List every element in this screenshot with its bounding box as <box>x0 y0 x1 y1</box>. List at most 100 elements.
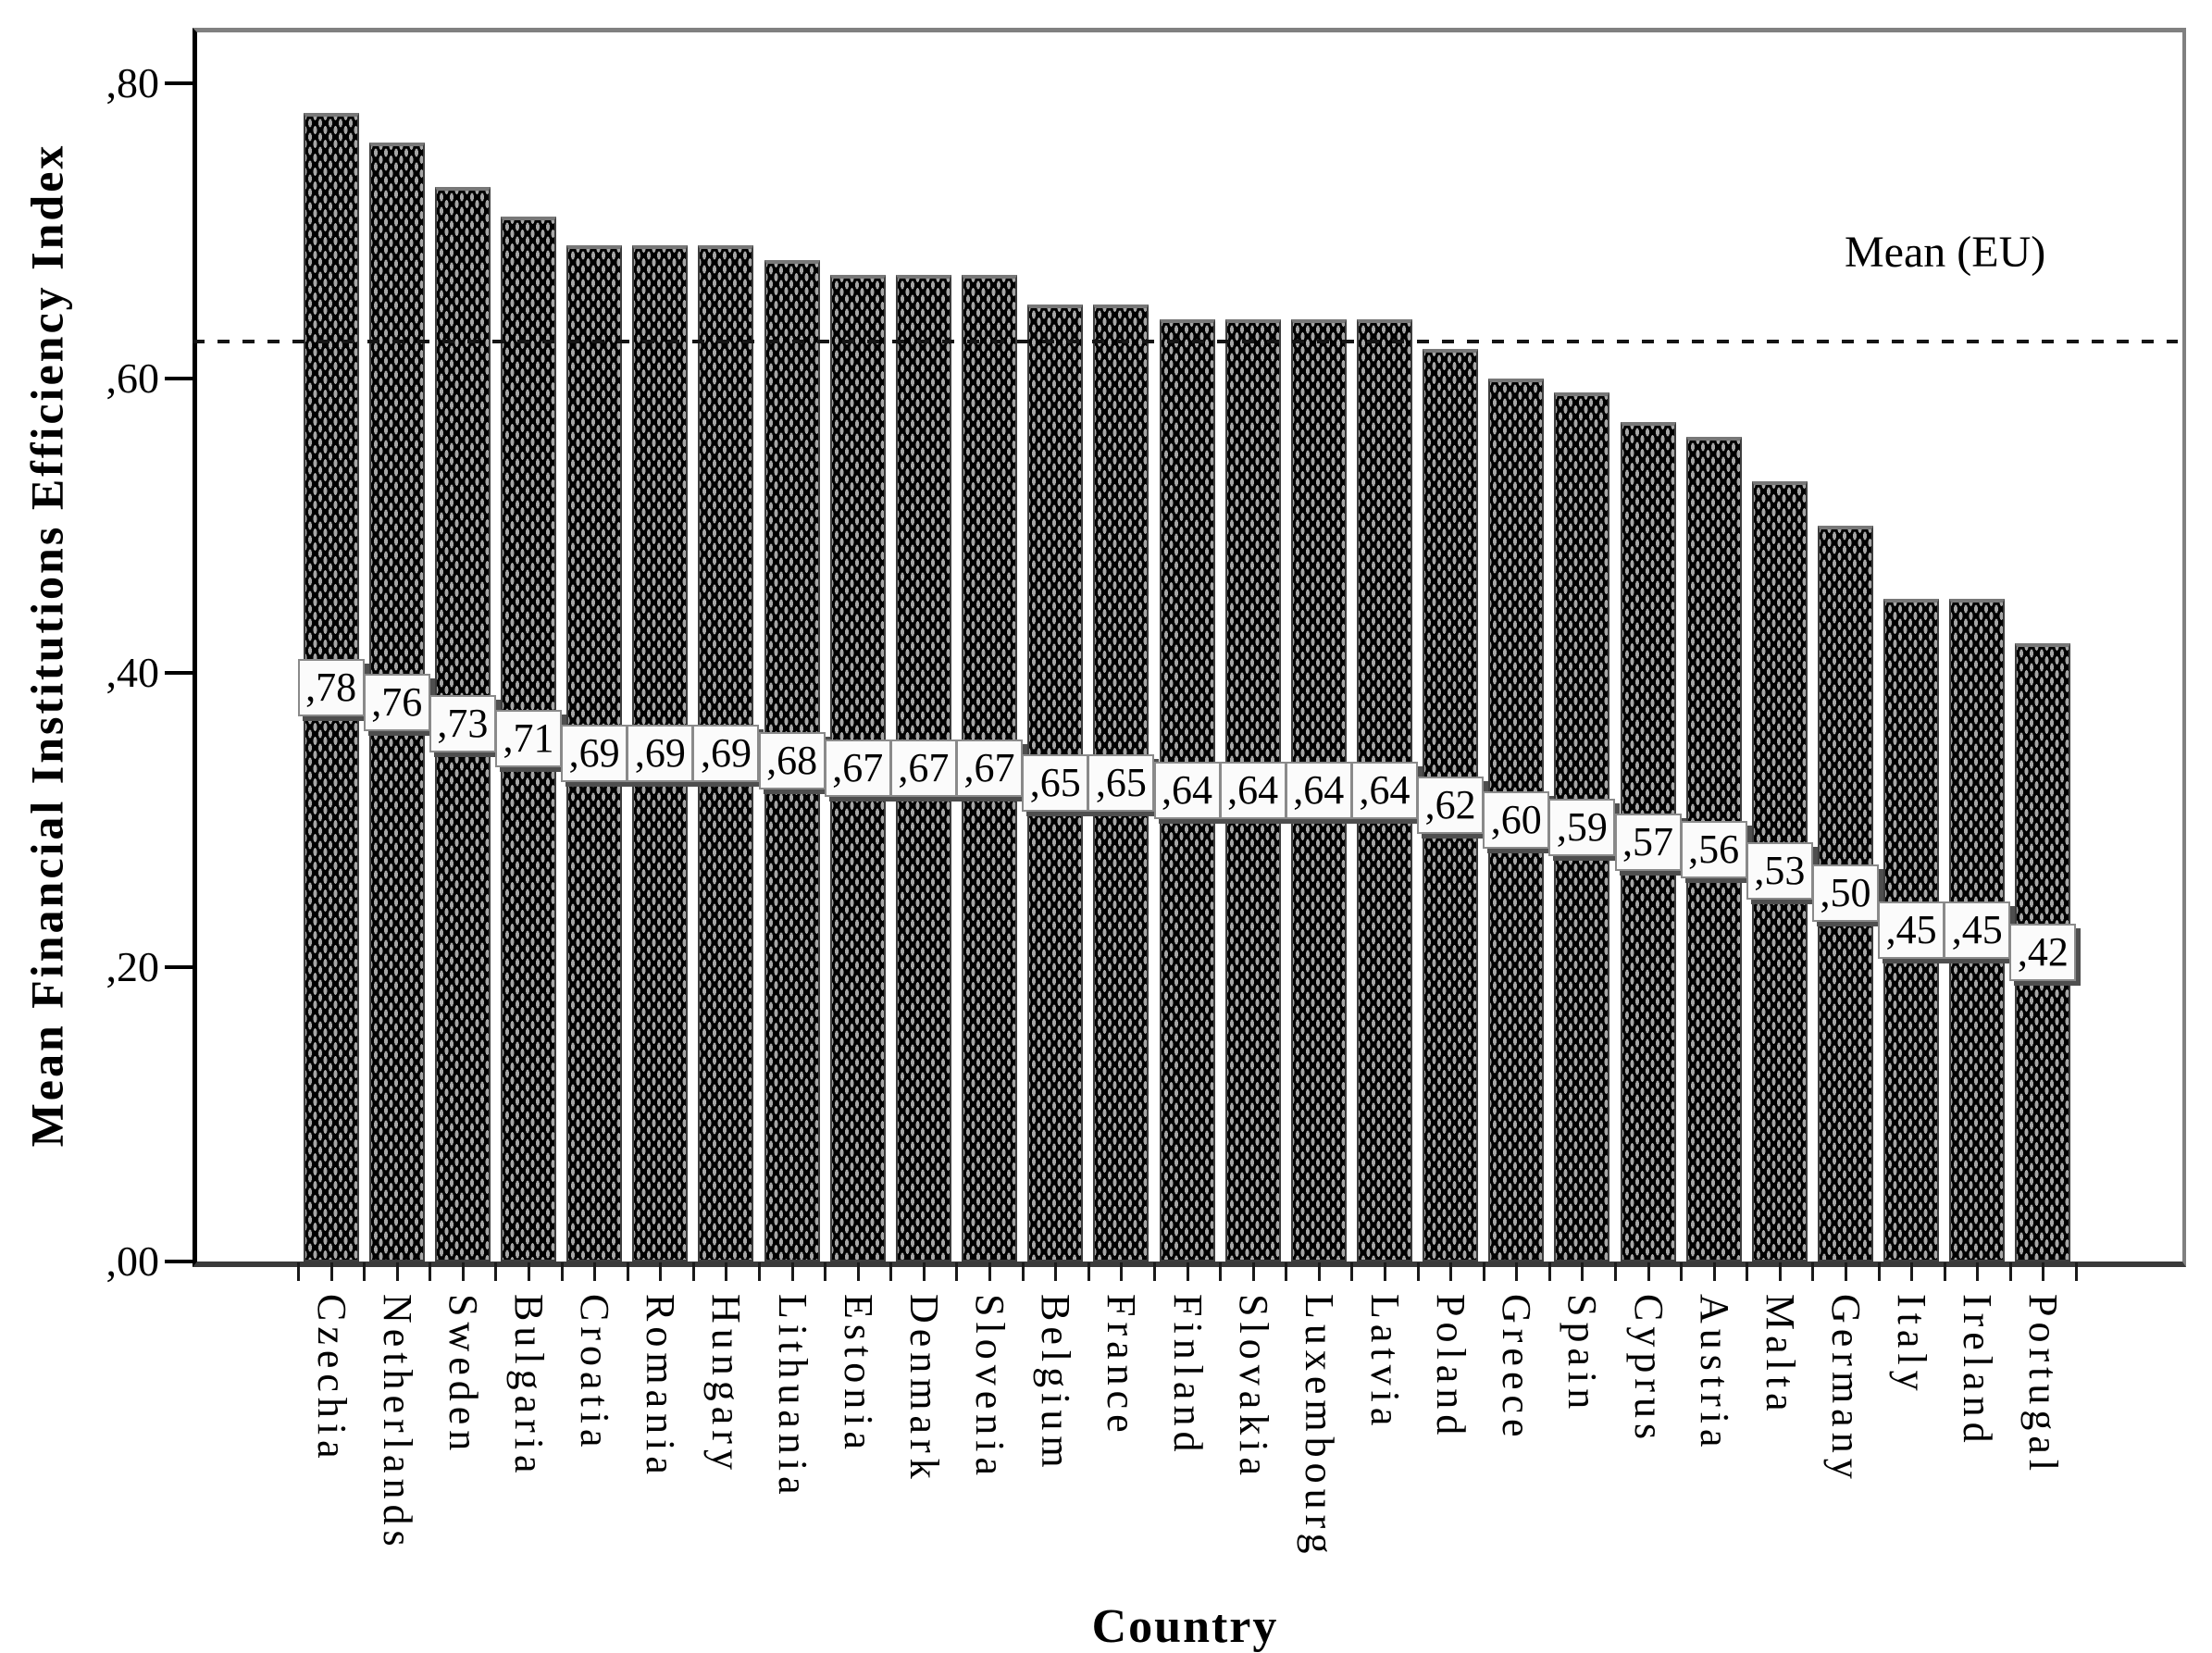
bar-value-label-portugal: ,42 <box>2009 923 2077 981</box>
x-axis-tick-mark <box>1943 1262 1946 1281</box>
x-category-label-austria: Austria <box>1691 1294 1737 1453</box>
x-axis-tick-mark <box>1877 1262 1881 1281</box>
x-axis-tick-mark <box>922 1262 926 1281</box>
bar-value-label-croatia: ,69 <box>561 725 628 783</box>
x-axis-tick-mark <box>626 1262 629 1281</box>
x-axis-tick-mark <box>297 1262 300 1281</box>
x-axis-tick-mark <box>593 1262 597 1281</box>
x-category-label-spain: Spain <box>1560 1294 1606 1415</box>
x-category-label-finland: Finland <box>1164 1294 1211 1458</box>
x-axis-tick-mark <box>2075 1262 2078 1281</box>
bar-value-label-greece: ,60 <box>1483 790 1550 849</box>
y-axis-tick-mark <box>165 81 193 86</box>
x-axis-tick-mark <box>1482 1262 1485 1281</box>
bar-value-label-malta: ,53 <box>1746 842 1813 901</box>
y-axis-tick-mark <box>165 376 193 380</box>
x-axis-tick-mark <box>1910 1262 1914 1281</box>
x-category-label-denmark: Denmark <box>901 1294 947 1485</box>
y-axis-title-text: Mean Financial Institutions Efficiency I… <box>20 143 72 1147</box>
bar-value-label-lithuania: ,68 <box>758 732 826 790</box>
bar-value-label-bulgaria: ,71 <box>495 710 563 768</box>
x-category-label-greece: Greece <box>1494 1294 1540 1443</box>
x-category-label-bulgaria: Bulgaria <box>506 1294 553 1479</box>
x-axis-tick-mark <box>1844 1262 1847 1281</box>
x-axis-tick-mark <box>1515 1262 1519 1281</box>
bar-value-label-spain: ,59 <box>1548 798 1616 856</box>
x-category-label-cyprus: Cyprus <box>1625 1294 1671 1446</box>
x-category-label-slovakia: Slovakia <box>1230 1294 1276 1481</box>
bar-value-label-romania: ,69 <box>627 725 694 783</box>
bar-value-label-estonia: ,67 <box>824 740 891 798</box>
y-axis-tick-label: ,20 <box>106 942 160 990</box>
bar-value-label-slovakia: ,64 <box>1219 761 1286 819</box>
x-category-label-luxembourg: Luxembourg <box>1296 1294 1342 1560</box>
x-axis-tick-mark <box>856 1262 860 1281</box>
x-category-label-sweden: Sweden <box>440 1294 486 1457</box>
x-axis-title: Country <box>1091 1600 1279 1653</box>
x-axis-tick-mark <box>691 1262 695 1281</box>
bar-value-label-hungary: ,69 <box>692 725 760 783</box>
x-axis-tick-mark <box>1746 1262 1749 1281</box>
x-category-label-croatia: Croatia <box>572 1294 618 1453</box>
x-category-label-slovenia: Slovenia <box>967 1294 1013 1481</box>
bar-value-label-netherlands: ,76 <box>363 673 430 731</box>
x-axis-tick-mark <box>1152 1262 1156 1281</box>
mean-reference-line <box>193 339 2178 343</box>
bar-value-label-germany: ,50 <box>1811 864 1879 923</box>
x-category-label-italy: Italy <box>1889 1294 1935 1397</box>
x-axis-tick-mark <box>395 1262 399 1281</box>
x-axis-tick-mark <box>1285 1262 1288 1281</box>
bar-value-label-ireland: ,45 <box>1944 901 2011 960</box>
x-axis-tick-mark <box>1613 1262 1617 1281</box>
x-axis-tick-mark <box>494 1262 498 1281</box>
x-axis-tick-mark <box>329 1262 333 1281</box>
x-axis-tick-mark <box>2042 1262 2045 1281</box>
x-category-label-france: France <box>1099 1294 1145 1438</box>
bar-value-label-luxembourg: ,64 <box>1285 761 1352 819</box>
x-axis-tick-mark <box>955 1262 959 1281</box>
x-axis-tick-mark <box>1811 1262 1815 1281</box>
x-axis-tick-mark <box>363 1262 367 1281</box>
x-axis-tick-mark <box>1547 1262 1551 1281</box>
y-axis-tick-mark <box>165 1260 193 1263</box>
y-axis-tick-label: ,80 <box>106 59 160 107</box>
y-axis-title: Mean Financial Institutions Efficiency I… <box>2 28 91 1262</box>
x-axis-tick-mark <box>1778 1262 1782 1281</box>
x-axis-tick-mark <box>725 1262 728 1281</box>
mean-line-label: Mean (EU) <box>1845 227 2046 277</box>
bar-value-label-denmark: ,67 <box>889 740 957 798</box>
x-axis-tick-mark <box>1647 1262 1650 1281</box>
x-axis-tick-mark <box>1251 1262 1255 1281</box>
bar-value-label-latvia: ,64 <box>1350 761 1418 819</box>
x-axis-tick-mark <box>659 1262 663 1281</box>
x-axis-tick-mark <box>889 1262 893 1281</box>
x-category-label-netherlands: Netherlands <box>374 1294 420 1552</box>
x-axis-tick-mark <box>461 1262 465 1281</box>
x-axis-tick-mark <box>758 1262 762 1281</box>
x-axis-tick-mark <box>988 1262 992 1281</box>
x-category-label-ireland: Ireland <box>1955 1294 2001 1448</box>
bar-value-label-cyprus: ,57 <box>1614 813 1682 871</box>
x-axis-tick-mark <box>1581 1262 1584 1281</box>
x-axis-tick-mark <box>1449 1262 1453 1281</box>
x-axis-tick-mark <box>1976 1262 1980 1281</box>
x-axis-tick-mark <box>824 1262 827 1281</box>
bar-value-label-poland: ,62 <box>1417 776 1485 834</box>
y-axis-tick-mark <box>165 964 193 969</box>
x-axis-tick-mark <box>1120 1262 1124 1281</box>
x-axis-tick-mark <box>1054 1262 1058 1281</box>
x-axis-tick-mark <box>1680 1262 1684 1281</box>
x-category-label-czechia: Czechia <box>308 1294 354 1464</box>
x-axis-tick-mark <box>1219 1262 1223 1281</box>
x-axis-tick-mark <box>1021 1262 1025 1281</box>
x-axis-tick-mark <box>1186 1262 1189 1281</box>
x-axis-tick-mark <box>1350 1262 1354 1281</box>
bar-value-label-austria: ,56 <box>1680 820 1747 878</box>
bar-value-label-slovenia: ,67 <box>956 740 1024 798</box>
x-category-label-estonia: Estonia <box>835 1294 881 1455</box>
x-category-label-romania: Romania <box>638 1294 684 1480</box>
x-category-label-hungary: Hungary <box>703 1294 750 1475</box>
x-axis-tick-mark <box>429 1262 432 1281</box>
y-axis-tick-mark <box>165 670 193 675</box>
